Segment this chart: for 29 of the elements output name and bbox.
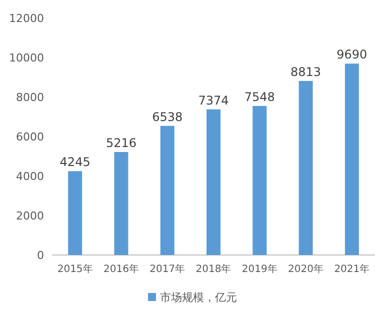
- x-tick-label: 2021年: [334, 263, 370, 275]
- x-tick-label: 2015年: [57, 263, 93, 275]
- y-tick-label: 10000: [9, 52, 44, 64]
- y-tick-label: 6000: [16, 130, 44, 144]
- x-tick-label: 2019年: [242, 263, 278, 275]
- y-tick-label: 0: [37, 249, 44, 262]
- data-label: 8813: [290, 64, 322, 79]
- y-tick-label: 4000: [16, 170, 44, 183]
- legend: 市场规模，亿元: [148, 291, 237, 304]
- bar: [114, 152, 128, 255]
- y-tick-label: 8000: [16, 91, 44, 104]
- bar: [344, 64, 359, 255]
- data-label: 4245: [60, 155, 90, 170]
- data-label: 7548: [244, 90, 275, 104]
- bar: [68, 171, 82, 255]
- x-tick-label: 2017年: [150, 263, 186, 275]
- data-label: 9690: [336, 48, 368, 62]
- bar: [252, 106, 267, 255]
- y-tick-label: 12000: [9, 12, 44, 25]
- data-label: 5216: [106, 136, 136, 150]
- x-tick-label: 2018年: [196, 263, 232, 275]
- bar: [298, 80, 313, 255]
- bar: [206, 109, 220, 255]
- data-label: 6538: [152, 110, 183, 124]
- data-label: 7374: [198, 93, 229, 108]
- x-tick-label: 2016年: [103, 263, 139, 275]
- x-tick-label: 2020年: [288, 263, 324, 275]
- bar: [160, 126, 174, 255]
- y-tick-label: 2000: [16, 210, 44, 222]
